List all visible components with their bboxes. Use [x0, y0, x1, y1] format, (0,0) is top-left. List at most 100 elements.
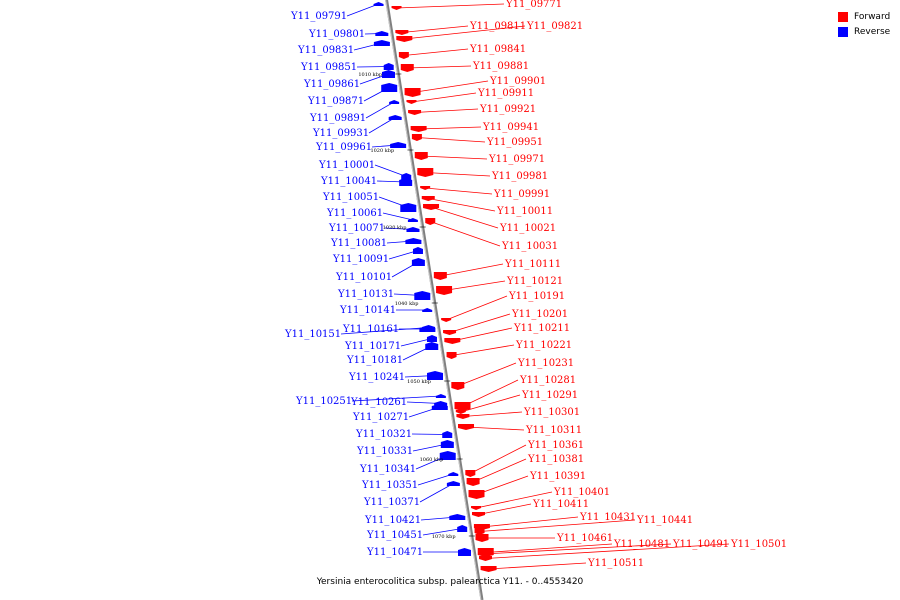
forward-gene-label: Y11_09941 [482, 122, 539, 133]
forward-gene-label: Y11_09881 [472, 61, 529, 72]
reverse-gene-Y11_09891 [389, 100, 400, 104]
forward-gene-label: Y11_10231 [517, 358, 574, 369]
axis-tick-label: 1070 kbp [432, 534, 456, 540]
forward-gene-Y11_10231 [451, 382, 465, 390]
gene-labels: Y11_09771 Y11_09811 Y11_09821 Y11_09841 Y11_… [284, 0, 787, 569]
reverse-gene-label: Y11_10451 [366, 530, 423, 541]
reverse-gene-label: Y11_10001 [318, 160, 375, 171]
forward-gene-label: Y11_10011 [496, 206, 553, 217]
forward-gene-label: Y11_10191 [508, 291, 565, 302]
genome-caption: Yersinia enterocolitica subsp. palearcti… [316, 577, 584, 587]
reverse-gene-label: Y11_09871 [307, 96, 364, 107]
reverse-gene-Y11_10421 [449, 514, 466, 520]
reverse-gene-Y11_10081 [405, 238, 422, 244]
reverse-gene-label: Y11_10331 [356, 446, 413, 457]
forward-gene-Y11_10011 [421, 196, 435, 201]
reverse-gene-Y11_10351 [448, 472, 459, 476]
axis-tick-label: 1050 kbp [407, 379, 431, 385]
reverse-gene-label: Y11_10061 [326, 208, 383, 219]
forward-gene-Y11_10291 [455, 410, 466, 414]
forward-gene-label: Y11_10311 [525, 425, 582, 436]
forward-gene-Y11_10211 [444, 338, 461, 344]
forward-gene-label: Y11_09771 [505, 0, 562, 10]
reverse-gene-label: Y11_09831 [297, 45, 354, 56]
reverse-gene-label: Y11_10341 [359, 464, 416, 475]
reverse-gene-label: Y11_10181 [346, 355, 403, 366]
forward-gene-label: Y11_10361 [527, 440, 584, 451]
forward-gene-Y11_10441 [474, 528, 485, 535]
reverse-gene-Y11_10131 [414, 291, 431, 300]
forward-gene-Y11_10021 [423, 204, 440, 210]
reverse-gene-Y11_10451 [457, 525, 468, 532]
forward-gene-Y11_10411 [472, 512, 486, 517]
genome-axis [385, 0, 484, 600]
forward-gene-label: Y11_10511 [587, 558, 644, 569]
forward-gene-label: Y11_10441 [636, 515, 693, 526]
forward-gene-Y11_10361 [465, 470, 476, 477]
reverse-gene-label: Y11_10101 [335, 272, 392, 283]
reverse-gene-label: Y11_10141 [339, 305, 396, 316]
axis-tick-label: 1060 kbp [420, 457, 444, 463]
reverse-gene-label: Y11_10131 [337, 289, 394, 300]
legend-swatch-reverse [838, 26, 848, 37]
forward-gene-Y11_10301 [456, 414, 470, 419]
forward-gene-label: Y11_10301 [523, 407, 580, 418]
reverse-gene-Y11_10071 [406, 227, 420, 232]
legend-label-reverse: Reverse [854, 26, 891, 37]
forward-gene-label: Y11_09811 [469, 21, 526, 32]
reverse-gene-label: Y11_10041 [320, 176, 377, 187]
reverse-gene-label: Y11_10421 [364, 515, 421, 526]
reverse-gene-Y11_10141 [422, 308, 433, 312]
reverse-gene-Y11_09791 [373, 2, 384, 6]
reverse-gene-Y11_10271 [431, 404, 448, 410]
forward-gene-Y11_10111 [433, 272, 447, 280]
forward-gene-label: Y11_10121 [506, 276, 563, 287]
gene-features [373, 2, 497, 572]
reverse-gene-label: Y11_10071 [328, 223, 385, 234]
reverse-gene-Y11_10041 [399, 178, 413, 186]
legend: Forward Reverse [838, 9, 890, 39]
reverse-gene-Y11_10181 [425, 342, 439, 350]
forward-gene-Y11_10191 [441, 318, 452, 322]
forward-gene-Y11_10201 [443, 330, 457, 335]
reverse-gene-Y11_10161 [419, 326, 436, 332]
forward-gene-label: Y11_09821 [526, 21, 583, 32]
forward-gene-Y11_10031 [425, 218, 436, 225]
reverse-gene-Y11_10061 [407, 218, 418, 222]
label-leader-lines [340, 3, 730, 570]
reverse-gene-label: Y11_09851 [300, 62, 357, 73]
reverse-gene-label: Y11_10471 [366, 547, 423, 558]
forward-gene-Y11_09841 [398, 52, 409, 59]
reverse-gene-label: Y11_10051 [322, 192, 379, 203]
reverse-gene-label: Y11_10091 [332, 254, 389, 265]
legend-label-forward: Forward [854, 11, 891, 22]
forward-gene-Y11_10401 [471, 506, 482, 510]
reverse-gene-label: Y11_10151 [284, 329, 341, 340]
reverse-gene-label: Y11_10351 [361, 480, 418, 491]
legend-item-reverse: Reverse [838, 24, 890, 39]
forward-gene-label: Y11_10401 [553, 487, 610, 498]
axis-tick-label: 1030 kbp [383, 225, 407, 231]
forward-gene-Y11_09901 [404, 88, 421, 97]
forward-gene-Y11_10121 [436, 286, 453, 295]
forward-gene-label: Y11_10501 [730, 539, 787, 550]
forward-gene-Y11_10381 [466, 478, 480, 486]
forward-gene-Y11_09811 [395, 30, 409, 35]
reverse-gene-Y11_10101 [411, 258, 425, 266]
forward-gene-Y11_10491 [478, 552, 489, 556]
forward-gene-label: Y11_09901 [489, 76, 546, 87]
reverse-gene-Y11_09961 [390, 142, 407, 148]
reverse-gene-label: Y11_10261 [350, 397, 407, 408]
forward-gene-label: Y11_10481 [613, 539, 670, 550]
forward-gene-label: Y11_10021 [499, 223, 556, 234]
reverse-gene-Y11_10341 [439, 451, 456, 460]
reverse-gene-label: Y11_09801 [308, 29, 365, 40]
forward-gene-label: Y11_09991 [493, 189, 550, 200]
legend-item-forward: Forward [838, 9, 890, 24]
forward-gene-label: Y11_10291 [521, 390, 578, 401]
forward-gene-label: Y11_10491 [672, 539, 729, 550]
reverse-gene-label: Y11_09891 [309, 113, 366, 124]
forward-gene-label: Y11_10381 [527, 454, 584, 465]
forward-gene-label: Y11_10111 [504, 259, 561, 270]
